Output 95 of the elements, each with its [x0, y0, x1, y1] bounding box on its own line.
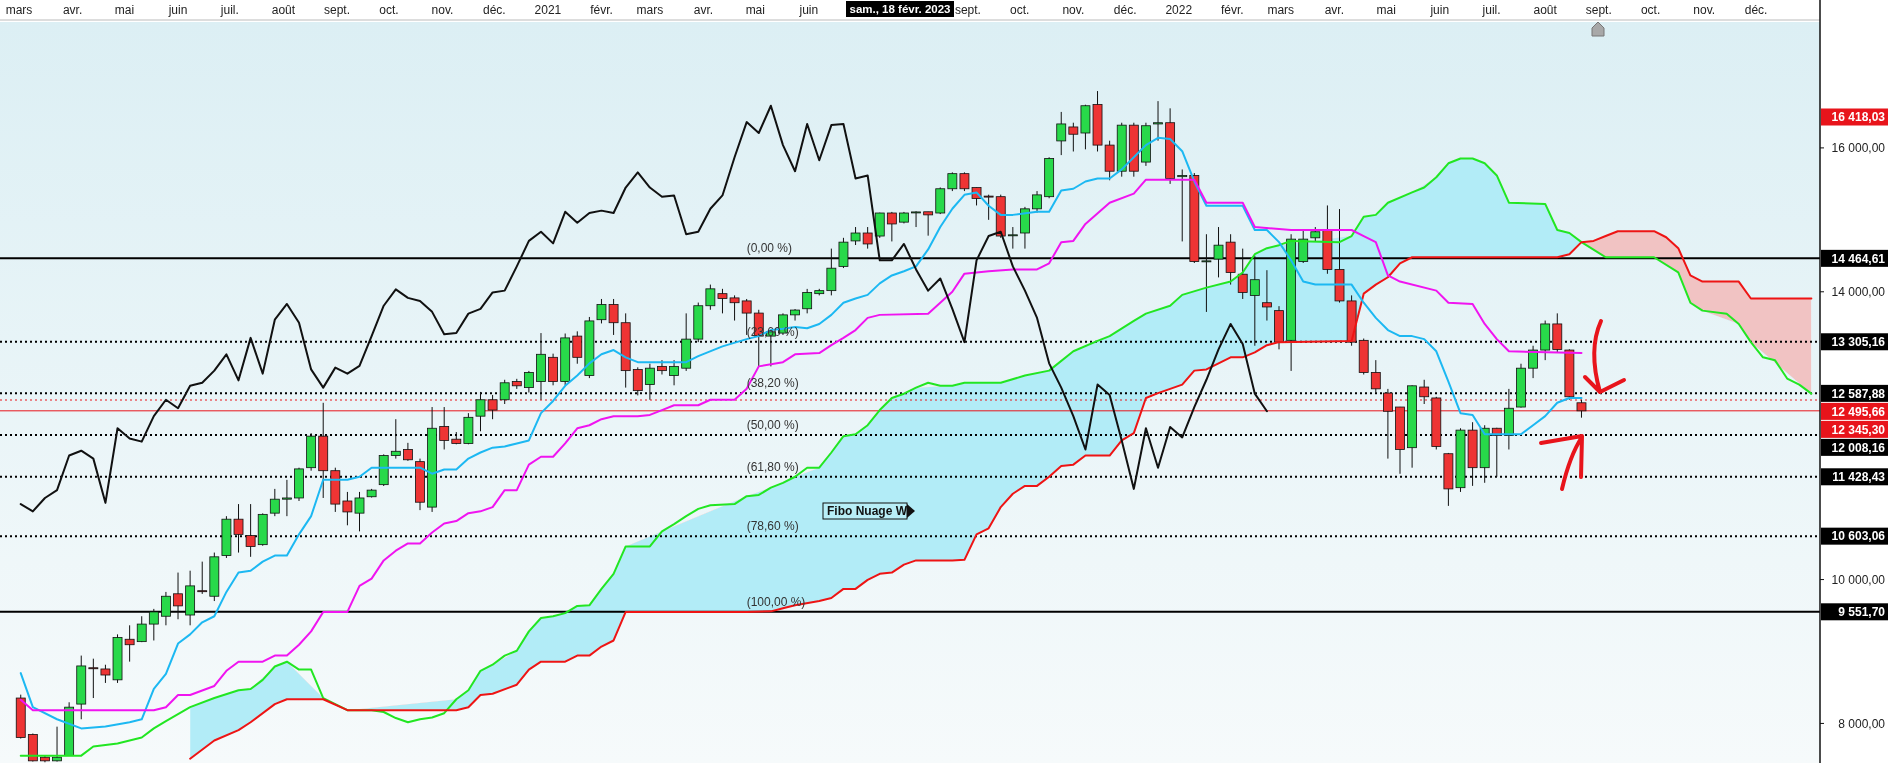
text: 16 418,03: [1831, 110, 1886, 125]
x-tick-label: mars: [636, 3, 664, 17]
text: sam., 18 févr. 2023: [849, 3, 951, 15]
x-tick-label: déc.: [482, 3, 506, 17]
candlestick: [269, 488, 280, 517]
ref-line-label: 12 008,16: [1831, 440, 1886, 455]
candlestick: [1068, 122, 1079, 152]
x-tick-label: mai: [114, 3, 135, 17]
x-tick-label: déc.: [1113, 3, 1137, 17]
x-tick-label: sept.: [324, 3, 351, 17]
y-tick-label: 8 000,00: [1838, 716, 1886, 731]
candlestick: [1249, 255, 1260, 347]
annotation: (23,60 %): [746, 324, 799, 339]
annotation: Fibo Nuage W: [827, 504, 908, 518]
candlestick: [947, 171, 958, 192]
candlestick: [644, 363, 655, 401]
x-tick-label: févr.: [590, 3, 613, 17]
x-tick-label: sept.: [954, 3, 981, 17]
x-tick-label: oct.: [1640, 3, 1661, 17]
candlestick: [523, 370, 534, 393]
candlestick: [1419, 379, 1430, 405]
x-tick-label: août: [1533, 3, 1558, 17]
candlestick: [88, 658, 99, 699]
candlestick: [657, 359, 667, 376]
candlestick: [669, 359, 679, 386]
x-tick-label: avr.: [1324, 3, 1344, 17]
x-tick-label: juin: [1429, 3, 1450, 17]
candlestick: [874, 212, 885, 239]
x-tick-label: août: [271, 3, 296, 17]
x-tick-label: oct.: [1010, 3, 1030, 17]
candlestick: [1298, 230, 1309, 264]
x-tick-label: juin: [798, 3, 819, 17]
x-tick-label: nov.: [1062, 3, 1085, 17]
x-tick-label: mai: [1376, 3, 1396, 17]
candlestick: [826, 248, 837, 296]
candlestick: [911, 210, 921, 228]
ref-line-label: 13 305,16: [1831, 334, 1886, 349]
candlestick: [1370, 359, 1381, 393]
x-tick-label: nov.: [1693, 3, 1716, 17]
candlestick: [173, 572, 183, 620]
ref-line-label: 14 464,61: [1831, 251, 1886, 266]
candlestick: [148, 608, 159, 641]
candlestick: [1383, 388, 1393, 460]
y-tick-label: 10 000,00: [1831, 572, 1886, 587]
x-tick-label: 2021: [534, 3, 562, 17]
annotation: (78,60 %): [746, 519, 799, 534]
annotation: (61,80 %): [746, 459, 799, 474]
x-tick-label: mars: [5, 3, 33, 17]
candlestick: [439, 406, 450, 450]
x-tick-label: 2022: [1165, 3, 1193, 17]
ref-line-label: 12 345,30: [1831, 422, 1886, 437]
ref-line-label: 11 428,43: [1832, 469, 1886, 484]
x-tick-label: juil.: [219, 3, 239, 17]
x-tick-label: juin: [167, 3, 188, 17]
x-tick-label: mars: [1267, 3, 1295, 17]
candlestick: [1262, 269, 1272, 322]
ref-line-label: 10 603,06: [1831, 529, 1886, 544]
candlestick: [1201, 233, 1212, 313]
candlestick: [802, 288, 813, 314]
candlestick: [282, 479, 292, 517]
candlestick: [52, 726, 62, 763]
candlestick: [1237, 248, 1248, 300]
candlestick: [572, 330, 583, 365]
candlestick: [923, 211, 934, 237]
annotation: (0,00 %): [746, 241, 793, 256]
candlestick: [1032, 190, 1042, 214]
candlestick: [1177, 168, 1188, 242]
x-tick-label: déc.: [1744, 3, 1768, 17]
x-tick-label: juil.: [1481, 3, 1501, 17]
candlestick: [1153, 100, 1163, 142]
y-tick-label: 14 000,00: [1831, 284, 1886, 299]
candlestick: [197, 561, 208, 595]
ref-line-label: 12 495,66: [1831, 404, 1886, 419]
annotation: (50,00 %): [746, 418, 799, 433]
candlestick: [1007, 226, 1018, 250]
candlestick: [862, 226, 873, 250]
x-tick-label: avr.: [62, 3, 83, 17]
ref-line-label: 9 551,70: [1838, 605, 1886, 619]
candlestick: [245, 503, 256, 558]
ref-line-label: 12 587,88: [1831, 386, 1886, 401]
x-tick-label: nov.: [431, 3, 454, 17]
candlestick: [1528, 345, 1538, 379]
x-tick-label: avr.: [693, 3, 714, 17]
candlestick: [499, 379, 510, 405]
candlestick: [136, 615, 147, 643]
candlestick: [1056, 111, 1067, 156]
x-tick-label: sept.: [1585, 3, 1612, 17]
candlestick: [632, 366, 643, 396]
candlestick: [161, 591, 171, 626]
candlestick: [390, 418, 401, 460]
y-tick-label: 16 000,00: [1831, 141, 1886, 156]
x-tick-label: oct.: [379, 3, 399, 17]
x-tick-label: mai: [745, 3, 765, 17]
candlestick: [886, 211, 897, 242]
x-tick-label: févr.: [1221, 3, 1244, 17]
